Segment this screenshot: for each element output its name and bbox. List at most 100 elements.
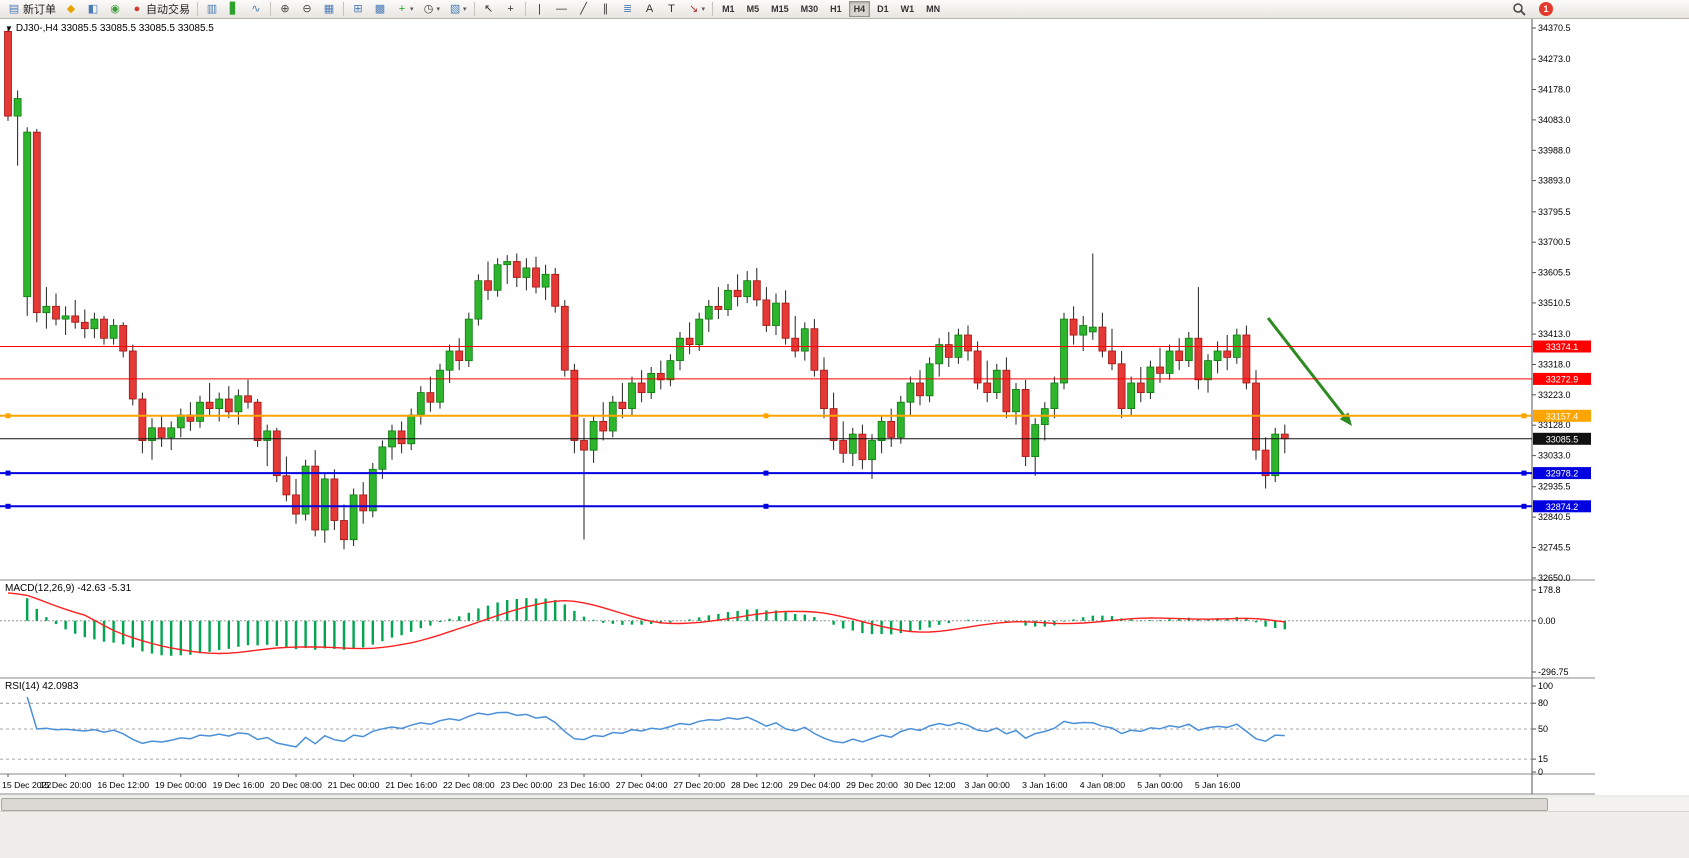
svg-text:23 Dec 00:00: 23 Dec 00:00 <box>501 780 553 790</box>
horizontal-line-33374.1[interactable]: 33374.1 <box>0 340 1591 353</box>
navigator-icon: ◉ <box>110 3 120 15</box>
macd-panel: 178.8 0.00 -296.75 <box>0 585 1569 677</box>
autotrading-icon: ● <box>133 3 141 15</box>
timeframe-m30[interactable]: M30 <box>800 4 819 14</box>
chevron-down-icon: ▾ <box>410 6 414 13</box>
horizontal-line-32978.2[interactable]: 32978.2 <box>0 467 1591 480</box>
svg-text:33085.5: 33085.5 <box>1546 434 1579 444</box>
svg-text:21 Dec 00:00: 21 Dec 00:00 <box>328 780 380 790</box>
text-label-icon: T <box>668 3 675 15</box>
new-order-button[interactable]: ▤ 新订单 <box>4 0 59 18</box>
timeframe-h4[interactable]: H4 <box>848 1 871 17</box>
timeframe-buttons: M1 M5 M15 M30 H1 H4 D1 W1 MN <box>716 1 946 17</box>
arrows-button[interactable]: ↘ ▾ <box>684 0 709 18</box>
tile-windows-button[interactable]: ▦ <box>319 0 339 18</box>
arrows-icon: ↘ <box>688 3 699 15</box>
svg-text:3 Jan 16:00: 3 Jan 16:00 <box>1022 780 1068 790</box>
svg-text:34273.0: 34273.0 <box>1538 54 1571 64</box>
svg-text:28 Dec 12:00: 28 Dec 12:00 <box>731 780 783 790</box>
arrange-windows-button[interactable]: ⊞ <box>348 0 368 18</box>
bar-chart-button[interactable]: ▥ <box>202 0 222 18</box>
horizontal-line-33272.9[interactable]: 33272.9 <box>0 372 1591 385</box>
timeframe-d1[interactable]: D1 <box>877 4 889 14</box>
horizontal-scrollbar[interactable] <box>0 797 1689 812</box>
rsi-panel: 100 80 50 15 0 <box>0 681 1553 777</box>
svg-text:29 Dec 04:00: 29 Dec 04:00 <box>789 780 841 790</box>
horizontal-line-button[interactable]: — <box>552 0 572 18</box>
svg-text:33795.5: 33795.5 <box>1538 207 1571 217</box>
templates-icon: ▧ <box>449 3 461 15</box>
autotrading-button[interactable]: ● 自动交易 <box>127 0 193 18</box>
current-price-line-33085.5[interactable]: 33085.5 <box>0 432 1591 445</box>
svg-text:30 Dec 12:00: 30 Dec 12:00 <box>904 780 956 790</box>
text-button[interactable]: A <box>640 0 660 18</box>
text-label-button[interactable]: T <box>662 0 682 18</box>
cursor-button[interactable]: ↖ <box>479 0 499 18</box>
svg-text:32874.2: 32874.2 <box>1546 502 1579 512</box>
horizontal-line-icon: — <box>556 3 568 15</box>
svg-text:21 Dec 16:00: 21 Dec 16:00 <box>385 780 437 790</box>
svg-text:5 Jan 16:00: 5 Jan 16:00 <box>1195 780 1241 790</box>
rsi-indicator-label: RSI(14) 42.0983 <box>5 681 79 692</box>
svg-text:33223.0: 33223.0 <box>1538 390 1571 400</box>
templates-button[interactable]: ▧ ▾ <box>445 0 470 18</box>
chart-dropdown-icon[interactable]: ▼ <box>5 24 13 33</box>
svg-text:33700.5: 33700.5 <box>1538 237 1571 247</box>
line-chart-button[interactable]: ∿ <box>246 0 266 18</box>
chart-symbol-label[interactable]: ▼ DJ30-,H4 33085.5 33085.5 33085.5 33085.… <box>5 23 214 34</box>
price-tag <box>1533 500 1591 513</box>
timeframe-m1[interactable]: M1 <box>722 4 735 14</box>
price-tag <box>1533 372 1591 385</box>
timeframe-h1[interactable]: H1 <box>830 4 842 14</box>
zoom-in-icon: ⊕ <box>280 3 290 15</box>
vertical-line-button[interactable]: | <box>530 0 550 18</box>
cascade-windows-icon: ▩ <box>374 3 386 15</box>
zoom-in-button[interactable]: ⊕ <box>275 0 295 18</box>
trendline-icon: ╱ <box>580 3 587 15</box>
svg-text:15: 15 <box>1538 754 1548 764</box>
crosshair-button[interactable]: + <box>501 0 521 18</box>
horizontal-line-32874.2[interactable]: 32874.2 <box>0 500 1591 513</box>
channel-icon: ∥ <box>602 3 609 15</box>
svg-text:33033.0: 33033.0 <box>1538 451 1571 461</box>
navigator-button[interactable]: ◉ <box>105 0 125 18</box>
zoom-out-button[interactable]: ⊖ <box>297 0 317 18</box>
notification-badge[interactable]: 1 <box>1539 2 1553 16</box>
toolbar-separator <box>473 2 475 16</box>
price-tag <box>1533 467 1591 480</box>
price-axis-labels: 34370.5 34273.0 34178.0 34083.0 33988.0 33893… <box>1532 23 1571 583</box>
svg-text:34083.0: 34083.0 <box>1538 115 1571 125</box>
cascade-windows-button[interactable]: ▩ <box>370 0 390 18</box>
price-tag <box>1533 432 1591 445</box>
svg-text:33413.0: 33413.0 <box>1538 329 1571 339</box>
data-window-button[interactable]: ◧ <box>83 0 103 18</box>
indicators-button[interactable]: + ▾ <box>392 0 417 18</box>
trendline-button[interactable]: ╱ <box>574 0 594 18</box>
market-watch-button[interactable]: ◆ <box>61 0 81 18</box>
periods-icon: ◷ <box>423 3 434 15</box>
periods-button[interactable]: ◷ ▾ <box>419 0 444 18</box>
svg-text:27 Dec 20:00: 27 Dec 20:00 <box>673 780 725 790</box>
svg-text:33893.0: 33893.0 <box>1538 176 1571 186</box>
zoom-out-icon: ⊖ <box>302 3 312 15</box>
timeframe-m5[interactable]: M5 <box>746 4 760 14</box>
rsi-line <box>26 696 1285 748</box>
svg-text:0.00: 0.00 <box>1538 616 1556 626</box>
timeframe-w1[interactable]: W1 <box>900 4 915 14</box>
toolbar-buttons: ▤ 新订单 ◆ ◧ ◉ ● 自动交易 ▥ ▋ ∿ ⊕ ⊖ ▦ ⊞ ▩ + ▾ ◷ ▾ ▧ ▾ ↖ + | — ╱ ∥ ≣ A T ↘ ▾ <box>3 0 716 18</box>
scrollbar-thumb[interactable] <box>1 798 1548 811</box>
channel-button[interactable]: ∥ <box>596 0 616 18</box>
svg-text:100: 100 <box>1538 681 1553 691</box>
search-icon[interactable] <box>1512 2 1527 17</box>
text-icon: A <box>645 3 654 15</box>
svg-text:32840.5: 32840.5 <box>1538 512 1571 522</box>
timeframe-mn[interactable]: MN <box>926 4 941 14</box>
horizontal-line-33157.4[interactable]: 33157.4 <box>0 409 1591 422</box>
candlestick-button[interactable]: ▋ <box>224 0 244 18</box>
fibonacci-button[interactable]: ≣ <box>618 0 638 18</box>
timeframe-m15[interactable]: M15 <box>771 4 789 14</box>
svg-text:20 Dec 08:00: 20 Dec 08:00 <box>270 780 322 790</box>
market-watch-icon: ◆ <box>66 3 76 15</box>
